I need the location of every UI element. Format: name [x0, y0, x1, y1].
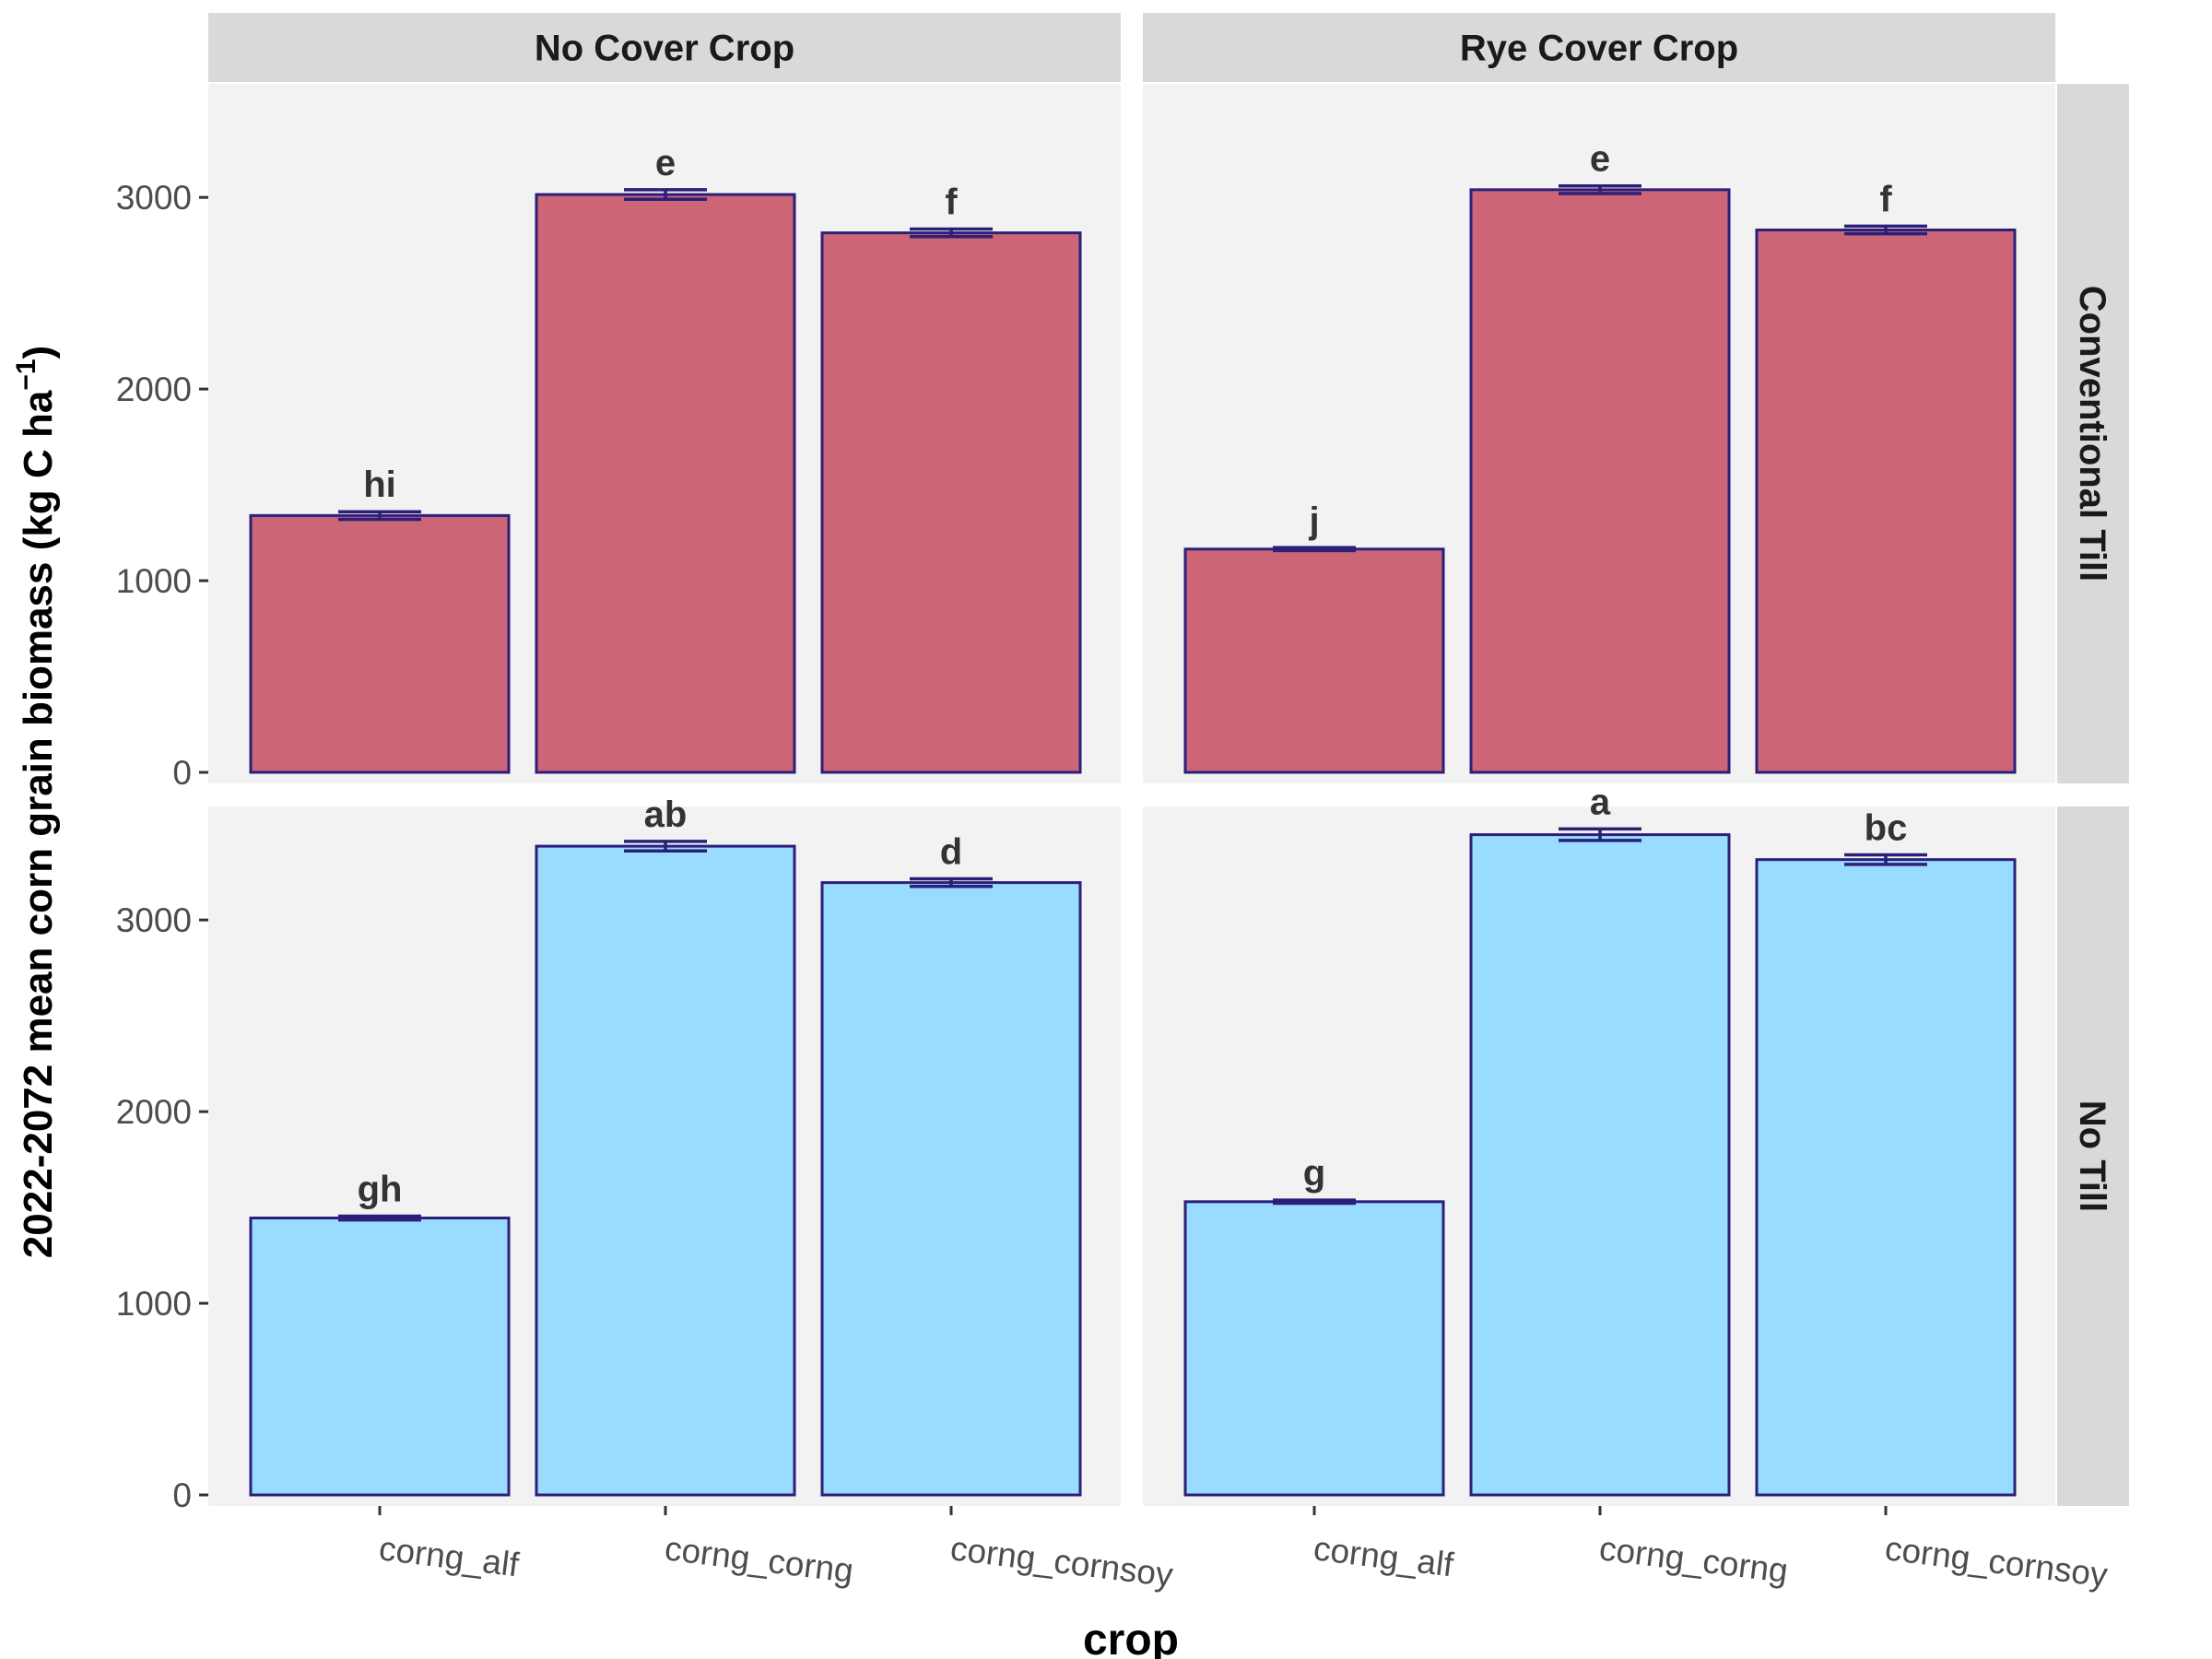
y-tick-label-3000: 3000 — [116, 901, 192, 939]
y-axis-title-superscript: −1 — [11, 359, 41, 390]
bar-rye-cover-crop-no-till-corng_corng — [1469, 833, 1731, 1497]
x-axis-rye-cover-crop: corng_alf corng_corng corng_cornsoy — [1312, 1506, 2110, 1594]
sig-label-no-cover-crop-no-till-corng_cornsoy: d — [940, 831, 962, 872]
y-axis-conventional-till: 0 1000 2000 3000 — [116, 179, 208, 792]
bar-no-cover-crop-no-till-corng_alf — [249, 1217, 511, 1497]
strip-label-rye-cover-crop: Rye Cover Crop — [1460, 29, 1738, 69]
strip-conventional-till: Conventional Till — [2057, 84, 2129, 783]
y-tick-label-2000: 2000 — [116, 371, 192, 408]
error-bar-no-cover-crop-conventional-till-corng_alf — [338, 510, 421, 522]
error-bar-rye-cover-crop-conventional-till-corng_corng — [1559, 183, 1641, 195]
y-tick-label-0: 0 — [172, 1477, 192, 1514]
y-tick-label-3000: 3000 — [116, 179, 192, 217]
bar-rye-cover-crop-no-till-corng_cornsoy — [1755, 858, 2017, 1497]
strip-label-no-till: No Till — [2072, 1100, 2112, 1212]
sig-label-no-cover-crop-no-till-corng_corng: ab — [644, 794, 688, 835]
error-bar-no-cover-crop-no-till-corng_corng — [624, 840, 707, 853]
sig-label-no-cover-crop-conventional-till-corng_alf: hi — [363, 465, 396, 505]
strip-no-till: No Till — [2057, 806, 2129, 1506]
sig-label-rye-cover-crop-no-till-corng_alf: g — [1303, 1153, 1325, 1194]
sig-label-rye-cover-crop-conventional-till-corng_alf: j — [1308, 500, 1319, 541]
sig-label-rye-cover-crop-conventional-till-corng_cornsoy: f — [1879, 179, 1892, 219]
sig-label-rye-cover-crop-conventional-till-corng_corng: e — [1590, 139, 1610, 180]
x-tick-label-corng_cornsoy: corng_cornsoy — [1883, 1529, 2110, 1594]
panel-no-cover-crop-no-till: gh ab d — [208, 794, 1121, 1506]
panel-rye-cover-crop-no-till: g a bc — [1143, 782, 2055, 1506]
y-tick-label-1000: 1000 — [116, 562, 192, 600]
strip-no-cover-crop: No Cover Crop — [208, 13, 1121, 82]
error-bar-no-cover-crop-no-till-corng_alf — [338, 1214, 421, 1222]
bar-rye-cover-crop-conventional-till-corng_corng — [1469, 188, 1731, 774]
bar-rye-cover-crop-conventional-till-corng_alf — [1183, 547, 1445, 774]
y-tick-label-2000: 2000 — [116, 1093, 192, 1131]
error-bar-rye-cover-crop-no-till-corng_alf — [1273, 1198, 1356, 1206]
y-tick-label-0: 0 — [172, 754, 192, 792]
bar-rye-cover-crop-no-till-corng_alf — [1183, 1200, 1445, 1497]
sig-label-no-cover-crop-no-till-corng_alf: gh — [358, 1169, 403, 1209]
bar-no-cover-crop-conventional-till-corng_cornsoy — [820, 231, 1082, 774]
x-axis-title: crop — [1083, 1616, 1179, 1659]
bar-no-cover-crop-no-till-corng_cornsoy — [820, 881, 1082, 1497]
x-tick-label-corng_corng: corng_corng — [1597, 1529, 1790, 1590]
strip-rye-cover-crop: Rye Cover Crop — [1143, 13, 2055, 82]
x-tick-label-corng_cornsoy: corng_cornsoy — [948, 1529, 1175, 1594]
x-tick-label-corng_corng: corng_corng — [663, 1529, 855, 1590]
error-bar-rye-cover-crop-no-till-corng_cornsoy — [1844, 853, 1927, 866]
error-bar-rye-cover-crop-conventional-till-corng_cornsoy — [1844, 224, 1927, 236]
sig-label-rye-cover-crop-no-till-corng_corng: a — [1590, 782, 1611, 822]
error-bar-rye-cover-crop-conventional-till-corng_alf — [1273, 546, 1356, 553]
bar-no-cover-crop-conventional-till-corng_alf — [249, 513, 511, 774]
error-bar-no-cover-crop-conventional-till-corng_corng — [624, 188, 707, 201]
panel-rye-cover-crop-conventional-till: j e f — [1143, 84, 2055, 783]
sig-label-no-cover-crop-conventional-till-corng_cornsoy: f — [945, 182, 958, 222]
sig-label-rye-cover-crop-no-till-corng_cornsoy: bc — [1865, 807, 1908, 848]
y-tick-label-1000: 1000 — [116, 1285, 192, 1323]
panel-no-cover-crop-conventional-till: hi e f — [208, 84, 1121, 783]
x-tick-label-corng_alf: corng_alf — [1312, 1529, 1456, 1583]
y-axis-no-till: 0 1000 2000 3000 — [116, 901, 208, 1514]
strip-label-no-cover-crop: No Cover Crop — [535, 29, 794, 69]
y-axis-title: 2022-2072 mean corn grain biomass (kg C … — [11, 346, 61, 1258]
x-tick-label-corng_alf: corng_alf — [377, 1529, 522, 1583]
bar-rye-cover-crop-conventional-till-corng_cornsoy — [1755, 229, 2017, 774]
error-bar-no-cover-crop-conventional-till-corng_cornsoy — [910, 227, 993, 239]
strip-label-conventional-till: Conventional Till — [2072, 286, 2112, 582]
sig-label-no-cover-crop-conventional-till-corng_corng: e — [655, 143, 676, 183]
error-bar-rye-cover-crop-no-till-corng_corng — [1559, 827, 1641, 842]
x-axis-no-cover-crop: corng_alf corng_corng corng_cornsoy — [377, 1506, 1175, 1594]
bar-no-cover-crop-no-till-corng_corng — [535, 844, 796, 1497]
error-bar-no-cover-crop-no-till-corng_cornsoy — [910, 877, 993, 888]
bar-no-cover-crop-conventional-till-corng_corng — [535, 193, 796, 774]
